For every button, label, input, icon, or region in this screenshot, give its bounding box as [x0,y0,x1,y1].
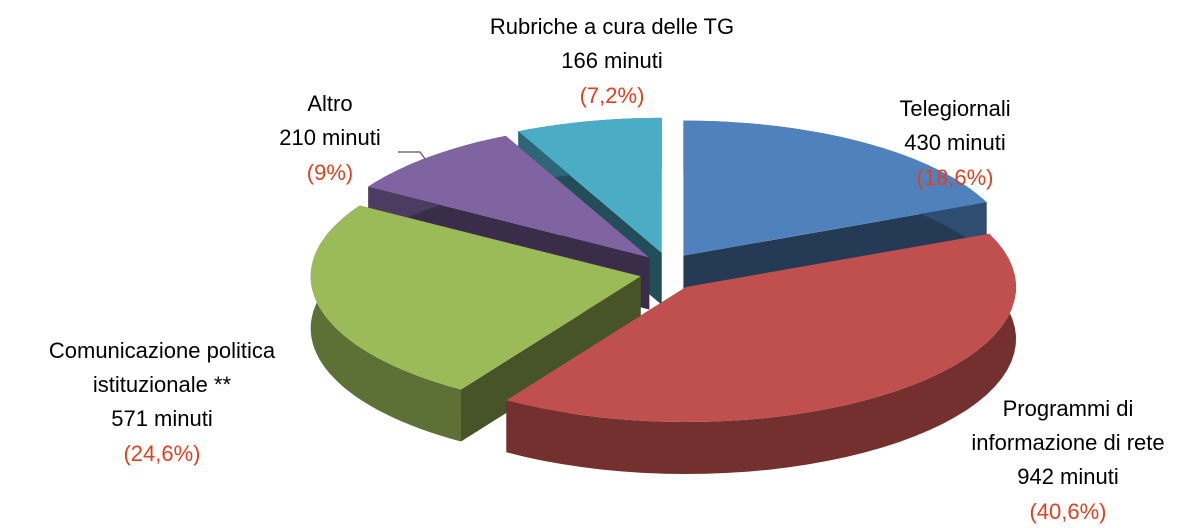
slice-percent-label: (7,2%) [580,83,645,108]
slice-top [310,205,641,390]
slice-value-label: 571 minuti [111,406,213,431]
slice-label: Programmi di informazione di rete [971,396,1164,455]
slice-value-label: 942 minuti [1017,464,1119,489]
slice-label: Rubriche a cura delle TG [490,14,734,39]
slice-percent-label: (9%) [307,160,353,185]
slice [310,205,641,442]
slice-percent-label: (24,6%) [123,441,200,466]
slice-value-label: 430 minuti [904,130,1006,155]
slice-value-label: 210 minuti [279,125,381,150]
slice-top [506,233,1016,422]
slice-top [683,120,987,256]
slice [506,233,1016,474]
slice-percent-label: (40,6%) [1029,499,1106,524]
slice-label: Telegiornali [899,96,1010,121]
slice-wall [506,233,1016,474]
slice-value-label: 166 minuti [561,48,663,73]
slice-label: Altro [307,91,352,116]
slice-percent-label: (18,6%) [916,165,993,190]
slice-side [461,276,641,442]
slice-top [518,117,662,253]
slice-top [368,135,650,258]
slice-label: Comunicazione politica istituzionale ** [49,338,276,397]
